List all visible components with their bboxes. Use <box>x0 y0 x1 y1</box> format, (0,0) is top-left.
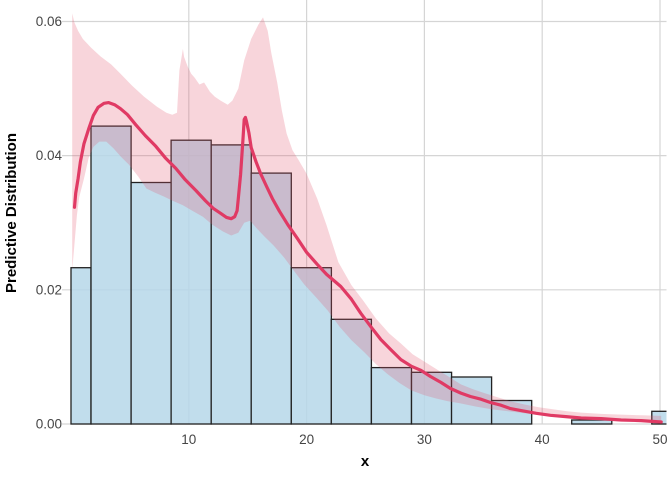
histogram-bar <box>410 371 453 425</box>
ribbon-band <box>72 13 662 423</box>
histogram-bar <box>290 267 333 425</box>
y-tick-label: 0.02 <box>36 282 62 297</box>
histogram-bar <box>571 419 613 425</box>
x-tick-label: 10 <box>181 432 196 447</box>
histogram-bar <box>250 172 292 425</box>
x-tick-label: 30 <box>417 432 432 447</box>
y-tick-label: 0.00 <box>36 417 62 432</box>
x-tick-label: 50 <box>652 432 667 447</box>
histogram-bar <box>130 181 172 425</box>
x-axis-title: x <box>361 453 370 470</box>
histogram-bar <box>210 144 252 425</box>
x-tick-label: 40 <box>535 432 550 447</box>
y-tick-label: 0.04 <box>36 148 63 163</box>
predictive-ribbon <box>72 13 662 423</box>
y-tick-label: 0.06 <box>36 14 62 29</box>
predictive-line <box>72 101 663 424</box>
axis-tick-labels: 0.00 0.02 0.04 0.06 10 20 30 40 50 <box>36 14 668 447</box>
x-tick-label: 20 <box>299 432 314 447</box>
histogram-bar <box>90 125 132 425</box>
y-axis-title: Predictive Distribution <box>3 133 20 293</box>
histogram-bar <box>330 318 373 425</box>
histogram-bar <box>70 267 92 425</box>
density-curve <box>72 101 663 424</box>
